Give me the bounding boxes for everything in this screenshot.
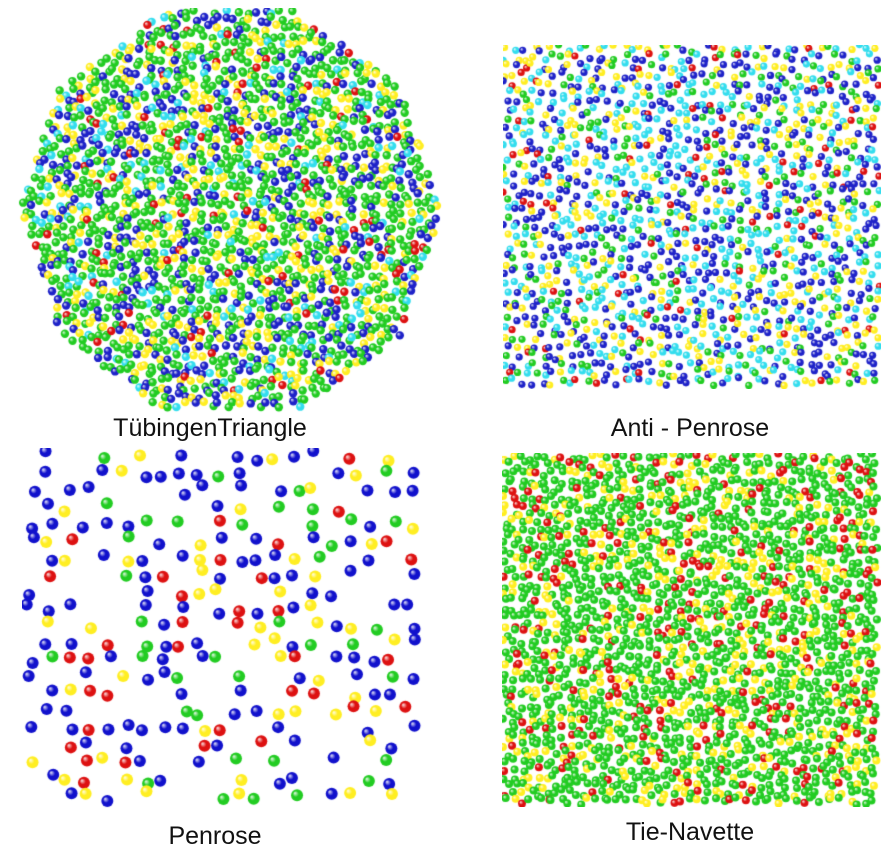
tubingen-triangle-image	[6, 8, 454, 414]
tubingen-triangle-caption: TübingenTriangle	[113, 414, 307, 442]
anti-penrose-canvas	[503, 45, 881, 389]
penrose-caption: Penrose	[168, 822, 262, 850]
tubingen-triangle-canvas	[6, 8, 454, 414]
tie-navette-canvas	[502, 453, 881, 807]
tie-navette-image	[502, 453, 881, 807]
penrose-canvas	[22, 448, 423, 818]
anti-penrose-image	[503, 45, 881, 389]
penrose-image	[22, 448, 423, 818]
tie-navette-caption: Tie-Navette	[625, 818, 755, 846]
anti-penrose-caption: Anti - Penrose	[610, 414, 770, 442]
